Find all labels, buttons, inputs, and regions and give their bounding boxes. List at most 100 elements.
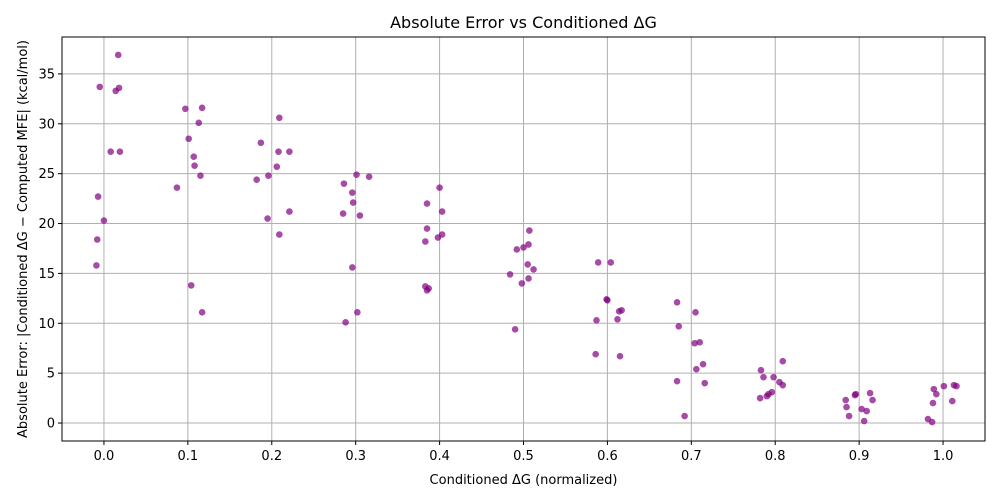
- data-point: [438, 208, 446, 215]
- data-point: [948, 397, 956, 405]
- data-point: [594, 259, 602, 266]
- data-point: [530, 266, 537, 273]
- y-axis-label: Absolute Error: |Conditioned ΔG − Comput…: [16, 40, 31, 438]
- data-point: [928, 418, 936, 426]
- y-tick-label: 20: [38, 217, 55, 232]
- data-point: [197, 172, 204, 179]
- data-point: [843, 403, 850, 411]
- data-point: [673, 377, 681, 385]
- data-point: [96, 83, 104, 91]
- data-point: [675, 322, 683, 330]
- data-point: [929, 399, 937, 407]
- data-point: [173, 184, 181, 191]
- grid: [62, 37, 985, 441]
- data-point: [525, 275, 532, 282]
- data-point: [513, 246, 521, 253]
- data-point: [673, 299, 681, 306]
- data-point: [701, 379, 709, 387]
- data-point: [115, 84, 123, 92]
- data-point: [681, 412, 688, 420]
- data-point: [264, 215, 271, 222]
- data-point: [94, 193, 102, 200]
- data-point: [423, 287, 431, 294]
- data-point: [779, 357, 787, 365]
- data-point: [616, 352, 624, 360]
- x-axis-ticks: 0.0 0.1 0.2 0.3 0.4 0.5 0.6 0.7 0.8 0.9 1.0: [94, 441, 954, 464]
- data-point: [195, 119, 203, 127]
- y-axis-ticks: 0 5 10 15 20 25 30 35: [38, 67, 62, 432]
- y-tick-label: 35: [38, 67, 55, 82]
- data-point: [198, 104, 206, 112]
- data-point: [275, 148, 282, 156]
- data-point: [93, 262, 100, 269]
- data-point: [265, 172, 272, 179]
- data-point: [691, 339, 698, 347]
- data-point: [520, 244, 527, 251]
- data-point: [757, 366, 765, 374]
- data-point: [607, 259, 615, 266]
- data-point: [842, 396, 850, 404]
- data-point: [342, 318, 349, 326]
- data-point: [851, 391, 859, 399]
- data-point: [756, 394, 764, 402]
- x-tick-label: 0.4: [429, 449, 450, 464]
- data-point: [860, 417, 868, 425]
- data-points: [93, 51, 960, 426]
- x-tick-label: 0.7: [681, 449, 702, 464]
- y-tick-label: 25: [38, 167, 55, 182]
- x-tick-label: 0.1: [178, 449, 199, 464]
- data-point: [779, 381, 787, 389]
- data-point: [953, 382, 960, 390]
- x-tick-label: 0.5: [513, 449, 534, 464]
- data-point: [93, 236, 101, 243]
- data-point: [592, 350, 599, 358]
- data-point: [354, 309, 361, 316]
- data-point: [257, 139, 265, 147]
- data-point: [114, 51, 122, 59]
- data-point: [436, 184, 443, 191]
- data-point: [692, 309, 699, 316]
- data-point: [182, 105, 189, 113]
- data-point: [524, 261, 531, 268]
- data-point: [107, 148, 114, 156]
- y-tick-label: 0: [47, 417, 55, 432]
- data-point: [593, 316, 600, 324]
- data-point: [511, 325, 519, 333]
- data-point: [760, 373, 767, 381]
- data-point: [614, 316, 621, 323]
- data-point: [349, 189, 356, 196]
- data-point: [845, 412, 853, 420]
- data-point: [423, 225, 431, 232]
- x-tick-label: 0.2: [261, 449, 282, 464]
- data-point: [770, 373, 777, 381]
- data-point: [423, 200, 431, 207]
- data-point: [340, 180, 348, 187]
- data-point: [699, 360, 707, 368]
- data-point: [763, 392, 771, 400]
- data-point: [940, 382, 948, 390]
- data-point: [100, 217, 108, 224]
- data-point: [286, 148, 293, 156]
- data-point: [858, 405, 865, 413]
- x-tick-label: 0.0: [94, 449, 115, 464]
- data-point: [526, 227, 533, 234]
- data-point: [276, 114, 283, 122]
- data-point: [696, 338, 704, 346]
- data-point: [434, 234, 442, 241]
- data-point: [339, 210, 347, 217]
- data-point: [930, 385, 938, 393]
- data-point: [273, 163, 281, 170]
- x-tick-label: 1.0: [933, 449, 954, 464]
- data-point: [866, 389, 874, 397]
- data-point: [863, 407, 870, 415]
- x-tick-label: 0.6: [597, 449, 618, 464]
- data-point: [191, 162, 198, 169]
- data-point: [506, 271, 514, 278]
- data-point: [198, 309, 206, 316]
- data-point: [116, 148, 124, 156]
- data-point: [365, 173, 373, 180]
- data-point: [353, 171, 360, 178]
- data-point: [604, 297, 611, 304]
